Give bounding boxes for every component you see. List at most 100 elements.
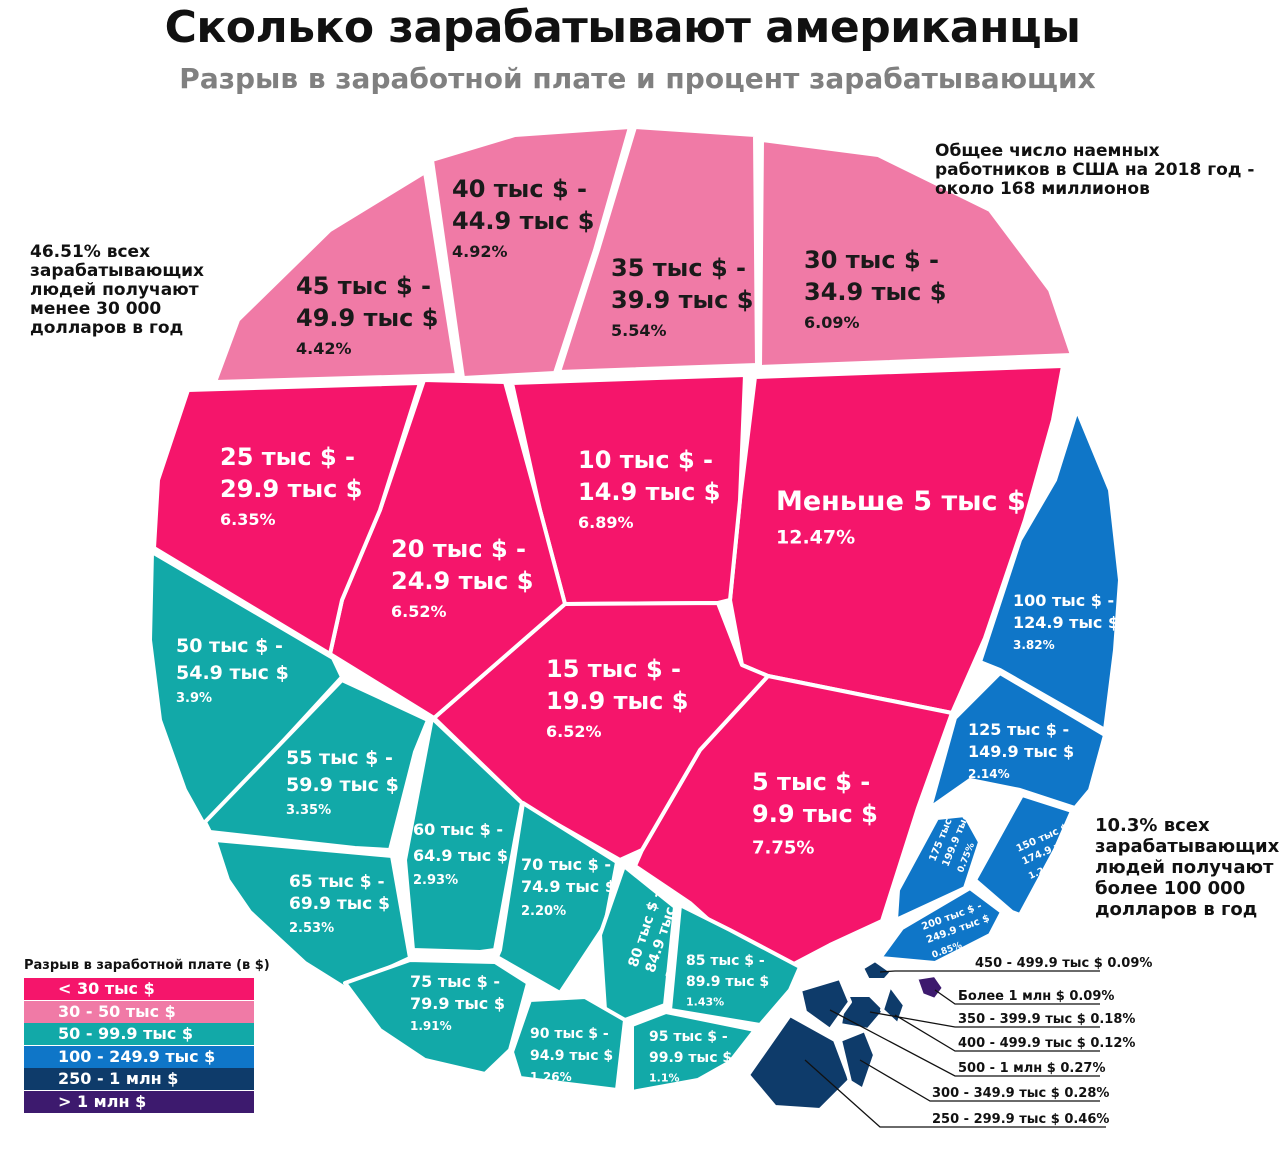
cell-150-тыс-174-9-тыс: [973, 793, 1074, 917]
cell-range-text: 49.9 тыс $: [296, 304, 438, 332]
cell-40-тыс-44-9-тыс-label: 40 тыс $ - 44.9 тыс $ 4.92%: [452, 175, 594, 261]
cell-200-тыс-249-9-тыс: [878, 886, 1004, 965]
callout-leader-line: [894, 1014, 1100, 1052]
cell-55-тыс-59-9-тыс-label: 55 тыс $ - 59.9 тыс $ 3.35%: [286, 747, 399, 818]
cell-175-тыс-199-9-тыс-label: 175 тыс $ -199.9 тыс $0.75%: [928, 800, 977, 874]
cell-value-text: 12.47%: [776, 526, 855, 548]
cell-125-тыс-149-9-тыс: [928, 671, 1107, 810]
cell-range-text: 10 тыс $ -: [578, 446, 713, 474]
callout-label: 500 - 1 млн $ 0.27%: [958, 1061, 1105, 1076]
cell-range-text: 40 тыс $ -: [452, 175, 587, 203]
note-high-earners: 10.3% всех зарабатывающих людей получают…: [1095, 815, 1280, 920]
cell-range-text: 75 тыс $ -: [410, 972, 500, 991]
cell-100-тыс-124-9-тыс: [978, 408, 1122, 732]
cell-меньше-5-тыс-label: Меньше 5 тыс $ 12.47%: [776, 486, 1026, 548]
cell-value-text: 1.26%: [530, 1070, 572, 1084]
cell-45-тыс-49-9-тыс-label: 45 тыс $ - 49.9 тыс $ 4.42%: [296, 272, 438, 358]
legend-item: 100 - 249.9 тыс $: [24, 1045, 254, 1068]
cell-range-text: 5 тыс $ -: [752, 768, 870, 796]
chart-subtitle: Разрыв в заработной плате и процент зара…: [179, 62, 1096, 95]
cell-range-text: 79.9 тыс $: [410, 994, 505, 1013]
cell-range-text: 35 тыс $ -: [611, 254, 746, 282]
cell-range-text: 99.9 тыс $: [649, 1050, 732, 1066]
cell-range-text: 90 тыс $ -: [530, 1026, 609, 1042]
cell-90-тыс-94-9-тыс-label: 90 тыс $ - 94.9 тыс $ 1.26%: [530, 1026, 613, 1084]
cell-range-text: 69.9 тыс $: [289, 894, 390, 914]
cell-5-тыс-9-9-тыс-label: 5 тыс $ - 9.9 тыс $ 7.75%: [752, 768, 878, 859]
cell-value-text: 2.53%: [289, 921, 334, 936]
callout-leader-line: [859, 1059, 1100, 1102]
callout-label: 250 - 299.9 тыс $ 0.46%: [932, 1112, 1109, 1127]
cell-range-text: 95 тыс $ -: [649, 1029, 728, 1045]
callout-label: 450 - 499.9 тыс $ 0.09%: [975, 956, 1152, 971]
cell-100-тыс-124-9-тыс-label: 100 тыс $ - 124.9 тыс $ 3.82%: [1013, 591, 1119, 652]
callout-leader-line: [879, 970, 1100, 973]
cell-range-text: 54.9 тыс $: [176, 662, 289, 684]
cell-range-text: 94.9 тыс $: [530, 1048, 613, 1064]
callout-label: 350 - 399.9 тыс $ 0.18%: [958, 1012, 1135, 1027]
cell-value-text: 5.54%: [611, 321, 667, 340]
cell-70-тыс-74-9-тыс-label: 70 тыс $ - 74.9 тыс $ 2.20%: [521, 855, 616, 919]
cell-30-тыс-34-9-тыс-label: 30 тыс $ - 34.9 тыс $ 6.09%: [804, 246, 946, 332]
cell-value-text: 1.1%: [649, 1071, 680, 1084]
cell-range-text: 25 тыс $ -: [220, 443, 355, 471]
cell-95-тыс-99-9-тыс: [630, 1010, 757, 1094]
cell-20-тыс-24-9-тыс-label: 20 тыс $ - 24.9 тыс $ 6.52%: [391, 535, 533, 621]
note-low-earners: 46.51% всех зарабатывающих людей получаю…: [30, 242, 204, 338]
cell-40-тыс-44-9-тыс: [430, 125, 632, 380]
cell-range-text: 15 тыс $ -: [546, 655, 681, 683]
cell-более-1-млн: [914, 973, 946, 1002]
cell-value-text: 4.42%: [296, 339, 352, 358]
callout-leader-line: [829, 1009, 1100, 1077]
cell-75-тыс-79-9-тыс-label: 75 тыс $ - 79.9 тыс $ 1.91%: [410, 972, 505, 1033]
cell-range-text: 74.9 тыс $: [521, 877, 616, 896]
cell-70-тыс-74-9-тыс: [495, 801, 619, 995]
cell-25-тыс-29-9-тыс: [152, 381, 422, 656]
cell-175-тыс-199-9-тыс: [894, 813, 982, 922]
cell-85-тыс-89-9-тыс-label: 85 тыс $ - 89.9 тыс $ 1.43%: [686, 953, 769, 1008]
callout-label: 300 - 349.9 тыс $ 0.28%: [932, 1086, 1109, 1101]
cell-300-349-9-тыс: [838, 1028, 877, 1092]
cell-35-тыс-39-9-тыс-label: 35 тыс $ - 39.9 тыс $ 5.54%: [611, 254, 753, 340]
legend-item: 30 - 50 тыс $: [24, 1000, 254, 1023]
cell-range-text: 59.9 тыс $: [286, 774, 399, 796]
cell-45-тыс-49-9-тыс: [213, 170, 459, 384]
cell-range-text: 50 тыс $ -: [176, 635, 283, 657]
legend-item: < 30 тыс $: [24, 978, 254, 1000]
cell-250-299-9-тыс: [746, 1013, 852, 1112]
cell-range-text: 24.9 тыс $: [391, 567, 533, 595]
cell-value-text: 3.9%: [176, 691, 212, 706]
cell-range-text: 64.9 тыс $: [413, 846, 508, 865]
note-total-workers: Общее число наемных работников в США на …: [935, 141, 1255, 199]
cell-450-499-9-тыс: [860, 958, 894, 982]
cell-range-text: 55 тыс $ -: [286, 747, 393, 769]
cell-range-text: 30 тыс $ -: [804, 246, 939, 274]
cell-range-text: 70 тыс $ -: [521, 855, 611, 874]
cell-value-text: 1.43%: [686, 995, 724, 1008]
cell-value-text: 7.75%: [752, 838, 814, 859]
cell-value-text: 6.35%: [220, 510, 276, 529]
cell-value-text: 6.52%: [546, 722, 602, 741]
chart-title: Сколько зарабатывают американцы: [164, 2, 1081, 53]
callout-label: Более 1 млн $ 0.09%: [958, 989, 1114, 1004]
cell-range-text: 29.9 тыс $: [220, 475, 362, 503]
cell-60-тыс-64-9-тыс-label: 60 тыс $ - 64.9 тыс $ 2.93%: [413, 820, 508, 888]
cell-range-text: 14.9 тыс $: [578, 478, 720, 506]
cell-range-text: 124.9 тыс $: [1013, 613, 1119, 632]
legend-title: Разрыв в заработной плате (в $): [24, 958, 270, 973]
cell-65-тыс-69-9-тыс-label: 65 тыс $ -69.9 тыс $ 2.53%: [289, 872, 390, 936]
cell-value-text: 3.82%: [1013, 638, 1055, 652]
legend: Разрыв в заработной плате (в $) < 30 тыс…: [24, 958, 270, 1114]
cell-30-тыс-34-9-тыс: [758, 138, 1074, 369]
cell-range-text: 19.9 тыс $: [546, 687, 688, 715]
cell-value-text: 6.89%: [578, 513, 634, 532]
legend-item: 250 - 1 млн $: [24, 1068, 254, 1091]
callout-leader-line: [804, 1059, 1106, 1128]
cell-85-тыс-89-9-тыс: [668, 903, 802, 1027]
cell-range-text: 89.9 тыс $: [686, 974, 769, 990]
cell-range-text: 9.9 тыс $: [752, 800, 878, 828]
cell-value-text: 6.09%: [804, 313, 860, 332]
cell-50-тыс-54-9-тыс-label: 50 тыс $ - 54.9 тыс $ 3.9%: [176, 635, 289, 706]
cell-value-text: 4.92%: [452, 242, 508, 261]
